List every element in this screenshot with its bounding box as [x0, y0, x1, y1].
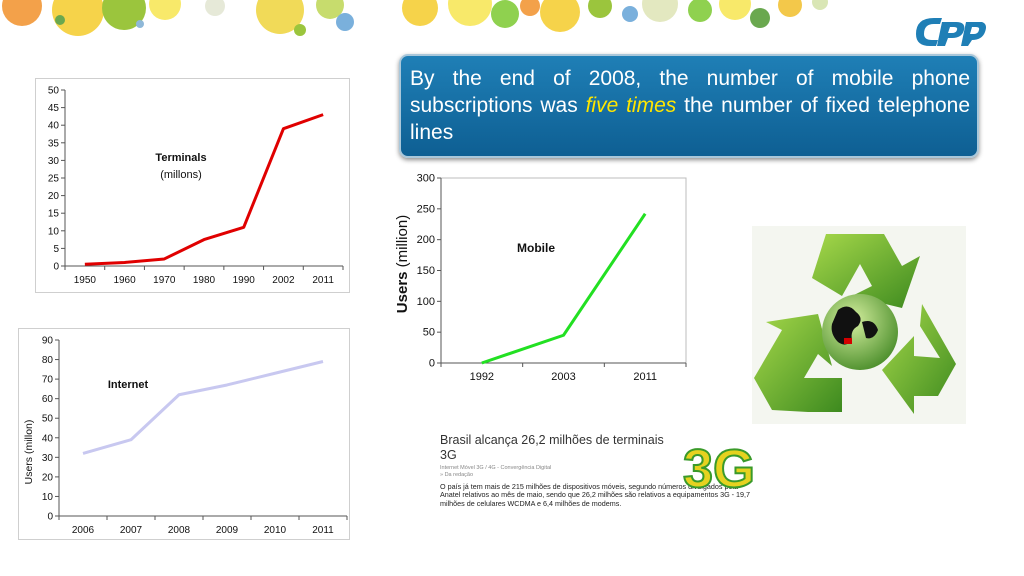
news-meta-line: Internet Móvel 3G / 4G - Convergência Di… — [440, 465, 552, 471]
x-tick-label: 2003 — [551, 371, 575, 383]
y-tick-label: 40 — [48, 121, 60, 132]
chart-ylabel: Users (million) — [394, 215, 411, 313]
terminals-series-line — [84, 113, 324, 266]
news-meta: Internet Móvel 3G / 4G - Convergência Di… — [440, 465, 680, 479]
news-clipping: Brasil alcança 26,2 milhões de terminais… — [438, 433, 758, 533]
y-tick-label: 25 — [48, 174, 60, 185]
chart-title: Terminals — [155, 152, 206, 164]
x-tick-label: 1980 — [193, 275, 216, 286]
x-tick-label: 2008 — [168, 525, 191, 536]
x-tick-label: 2011 — [633, 371, 657, 383]
internet-chart: 0 10 20 30 40 50 60 70 80 90 2006 2007 2008 2009 2010 2… — [18, 328, 350, 540]
chart-ticks: 0 10 20 30 40 50 60 70 80 90 2006 2007 2008 2009 2010 2… — [42, 336, 348, 536]
x-tick-label: 1970 — [153, 275, 176, 286]
y-tick-label: 200 — [417, 234, 435, 246]
y-tick-label: 70 — [42, 375, 54, 386]
x-tick-label: 2009 — [216, 525, 239, 536]
y-tick-label: 10 — [48, 226, 60, 237]
y-tick-label: 90 — [42, 336, 54, 347]
chart-title: Internet — [108, 379, 149, 391]
x-tick-label: 2011 — [312, 525, 334, 536]
x-tick-label: 2011 — [312, 275, 334, 286]
terminals-chart: 0 5 10 15 20 25 30 35 40 45 50 1950 1960 1970 1980 1990… — [35, 78, 350, 293]
chart-axes — [440, 177, 687, 364]
y-tick-label: 250 — [417, 203, 435, 215]
y-tick-label: 60 — [42, 394, 54, 405]
y-tick-label: 50 — [42, 414, 54, 425]
news-body: O país já tem mais de 215 milhões de dis… — [440, 482, 751, 508]
y-tick-label: 0 — [429, 358, 435, 370]
y-tick-label: 45 — [48, 103, 60, 114]
x-tick-label: 1990 — [233, 275, 256, 286]
chart-border — [18, 328, 350, 540]
callout-text-after: the number of fixed telephone lines — [410, 94, 970, 144]
y-tick-label: 20 — [42, 472, 54, 483]
x-tick-label: 2007 — [120, 525, 143, 536]
y-tick-label: 30 — [42, 453, 54, 464]
y-tick-label: 10 — [42, 492, 54, 503]
chart-ticks: 0 50 100 150 200 250 300 1992 2003 2011 — [417, 173, 687, 383]
news-title: Brasil alcança 26,2 milhões de terminais… — [440, 433, 664, 462]
y-tick-label: 80 — [42, 355, 54, 366]
3g-logo-text: 3G — [683, 439, 755, 493]
x-tick-label: 2010 — [264, 525, 287, 536]
y-tick-label: 5 — [53, 244, 59, 255]
recycle-globe-image — [752, 226, 966, 424]
y-tick-label: 35 — [48, 138, 60, 149]
x-tick-label: 1960 — [113, 275, 136, 286]
internet-series-line — [82, 360, 324, 455]
callout-text: By the end of 2008, the number of mobile… — [410, 65, 970, 146]
chart-ylabel-rest: (million) — [394, 215, 411, 272]
callout-box: By the end of 2008, the number of mobile… — [399, 54, 979, 158]
y-tick-label: 40 — [42, 433, 54, 444]
mobile-series-line — [481, 212, 647, 365]
y-tick-label: 0 — [53, 262, 59, 273]
y-tick-label: 150 — [417, 265, 435, 277]
chart-title: Mobile — [517, 241, 555, 255]
chart-ylabel-bold: Users — [394, 271, 411, 313]
chart-border — [35, 78, 350, 293]
y-tick-label: 30 — [48, 156, 60, 167]
chart-ylabel: Users (millon) — [23, 420, 35, 485]
callout-text-before: By the end of 2008, the number of mobile… — [410, 67, 970, 117]
3g-logo: 3G — [682, 438, 756, 493]
news-meta-line: » Da redação — [440, 472, 474, 478]
y-tick-label: 100 — [417, 296, 435, 308]
plot-area — [440, 177, 687, 364]
y-tick-label: 300 — [417, 173, 435, 185]
x-tick-label: 1950 — [74, 275, 97, 286]
chart-ticks: 0 5 10 15 20 25 30 35 40 45 50 1950 1960 1970 1980 1990… — [48, 86, 344, 286]
x-tick-label: 2002 — [272, 275, 295, 286]
y-tick-label: 15 — [48, 209, 60, 220]
chart-subtitle: (millons) — [160, 169, 202, 181]
decorative-bubble-banner — [2, 0, 828, 36]
y-tick-label: 0 — [47, 512, 53, 523]
x-tick-label: 1992 — [470, 371, 494, 383]
cpqd-logo — [916, 18, 986, 46]
y-tick-label: 20 — [48, 191, 60, 202]
y-tick-label: 50 — [423, 327, 435, 339]
y-tick-label: 50 — [48, 86, 60, 97]
x-tick-label: 2006 — [72, 525, 95, 536]
mobile-chart: 0 50 100 150 200 250 300 1992 2003 2011 Mobile Us… — [394, 173, 687, 383]
callout-highlight: five times — [585, 94, 677, 117]
